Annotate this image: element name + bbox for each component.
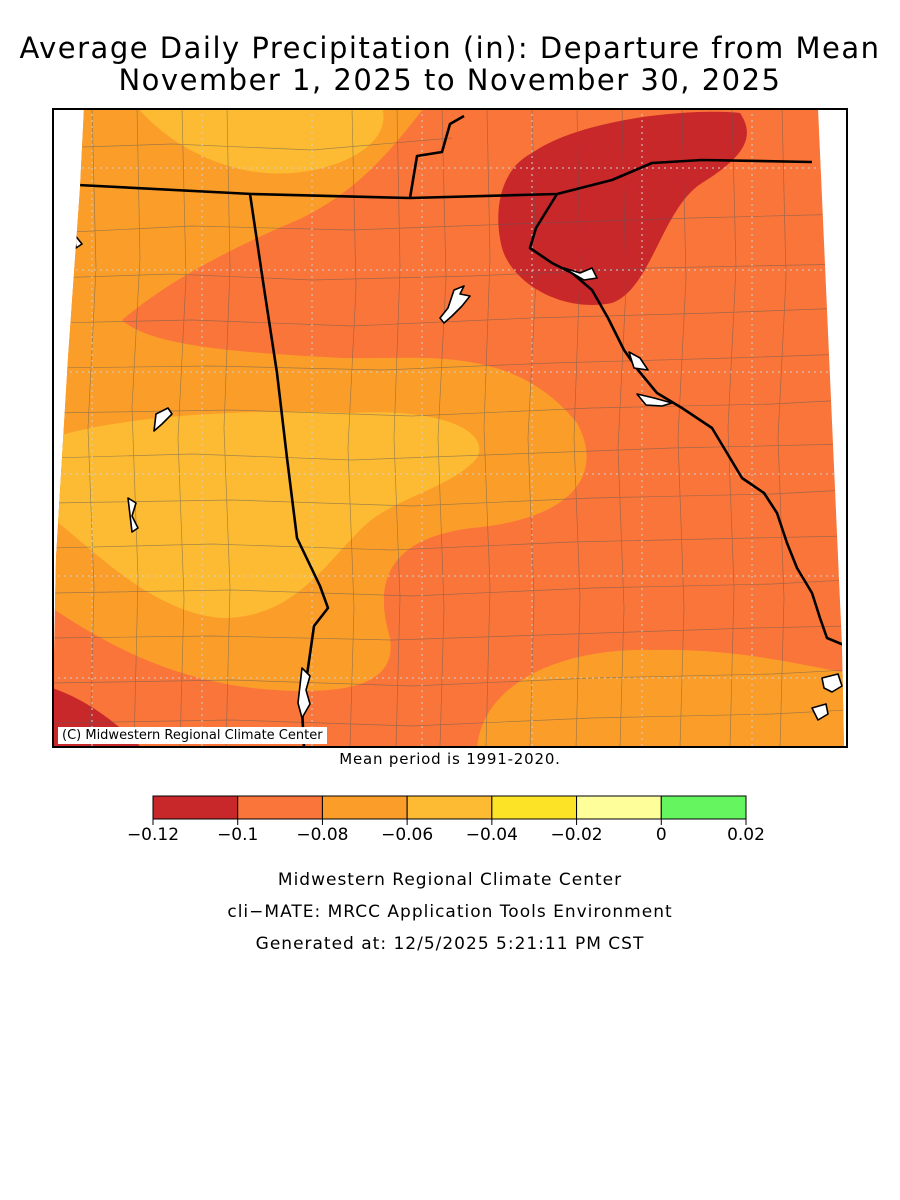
color-legend: −0.12 −0.1 −0.08 −0.06 −0.04 −0.02 0 0.02 [0, 788, 900, 848]
footer-generated-time: Generated at: 12/5/2025 5:21:11 PM CST [255, 934, 645, 954]
legend-tick-label: −0.08 [296, 825, 348, 845]
zone-yellow-central [52, 411, 480, 618]
legend-tick-label: 0 [656, 825, 667, 845]
map-title: Average Daily Precipitation (in): Depart… [19, 31, 881, 65]
legend-tick-label: −0.04 [466, 825, 518, 845]
legend-tick-label: −0.06 [381, 825, 433, 845]
legend-swatch [660, 795, 747, 820]
map-date-range: November 1, 2025 to November 30, 2025 [118, 63, 782, 97]
zone-yellow-north [138, 108, 384, 174]
legend-swatch [491, 795, 578, 820]
legend-swatch [406, 795, 493, 820]
legend-bar: −0.12 −0.1 −0.08 −0.06 −0.04 −0.02 0 0.02 [127, 795, 765, 845]
lat-lon-grid [52, 108, 844, 748]
mean-period-note: Mean period is 1991-2020. [339, 750, 561, 768]
legend-tick-label: −0.1 [217, 825, 258, 845]
map-border [52, 108, 848, 748]
legend-tick-label: −0.12 [127, 825, 179, 845]
precipitation-departure-map [52, 108, 848, 748]
legend-tick-label: −0.02 [551, 825, 603, 845]
legend-swatch [321, 795, 408, 820]
legend-swatch [152, 795, 239, 820]
copyright-label: (C) Midwestern Regional Climate Center [58, 727, 327, 744]
county-boundaries [52, 108, 844, 748]
legend-tick-label: 0.02 [727, 825, 765, 845]
legend-swatch [237, 795, 323, 820]
footer-tool-name: cli−MATE: MRCC Application Tools Environ… [227, 902, 673, 922]
legend-swatch [576, 795, 662, 820]
footer-organization: Midwestern Regional Climate Center [277, 870, 623, 890]
